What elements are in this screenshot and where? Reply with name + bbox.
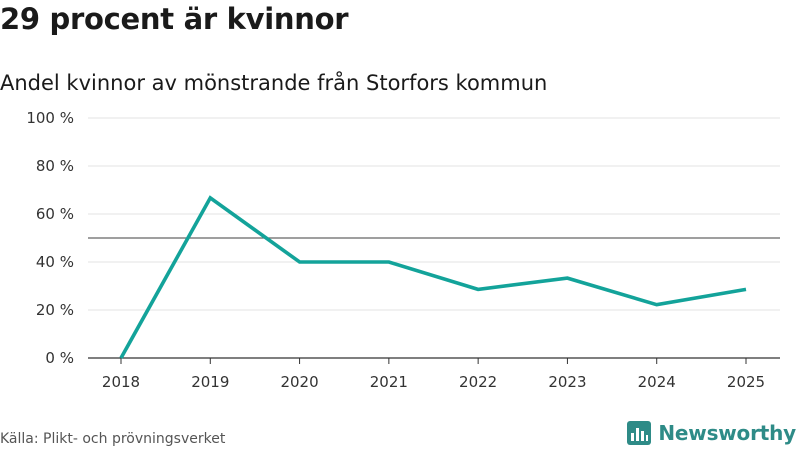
brand-logo: Newsworthy [626,420,796,446]
y-tick-label: 100 % [26,109,74,127]
data-point [120,357,123,360]
data-point [745,288,748,291]
data-point [209,196,212,199]
data-point [387,261,390,264]
source-note: Källa: Plikt- och prövningsverket [0,431,226,447]
chart-subtitle: Andel kvinnor av mönstrande från Storfor… [0,71,548,95]
y-tick-label: 60 % [36,205,74,223]
x-tick-label: 2025 [727,373,765,391]
data-point [566,277,569,280]
x-tick-label: 2021 [370,373,408,391]
data-point [655,303,658,306]
x-tick-label: 2023 [548,373,586,391]
chart-title: 29 procent är kvinnor [0,2,349,36]
newsworthy-logo-icon [627,421,652,445]
y-tick-label: 40 % [36,253,74,271]
data-point [298,261,301,264]
x-tick-label: 2019 [191,373,229,391]
brand-name: Newsworthy [658,421,796,445]
y-tick-label: 0 % [45,349,74,367]
series-line [119,195,747,359]
y-tick-label: 80 % [36,157,74,175]
y-tick-label: 20 % [36,301,74,319]
x-tick-label: 2022 [459,373,497,391]
data-point [477,288,480,291]
x-tick-label: 2024 [638,373,676,391]
x-tick-label: 2018 [102,373,140,391]
x-tick-label: 2020 [280,373,318,391]
